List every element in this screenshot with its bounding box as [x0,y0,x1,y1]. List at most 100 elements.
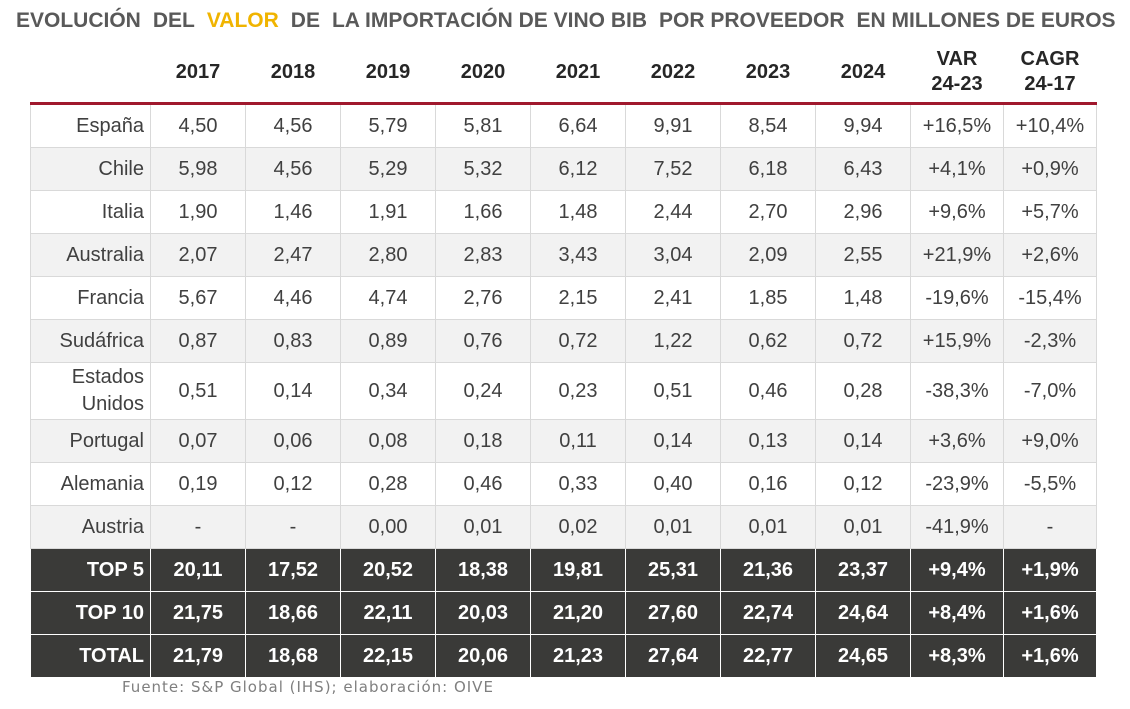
table-cell: +3,6% [910,419,1004,463]
table-cell: +9,4% [910,548,1004,592]
table-cell: 24,64 [815,591,911,635]
table-cell: 0,72 [530,319,626,363]
column-header-line: 24-23 [931,73,983,95]
row-label: TOP 5 [30,548,151,592]
column-header-line: 2023 [745,60,791,83]
table-cell: -23,9% [910,462,1004,506]
table-cell: 0,01 [625,505,721,549]
table-cell: 0,02 [530,505,626,549]
table-cell: - [150,505,246,549]
table-cell: -7,0% [1003,362,1097,420]
table-cell: 2,41 [625,276,721,320]
table-cell: 0,34 [340,362,436,420]
table-cell: +9,6% [910,190,1004,234]
table-cell: 21,75 [150,591,246,635]
table-cell: +16,5% [910,103,1004,148]
table-cell: 20,52 [340,548,436,592]
table-cell: - [1003,505,1097,549]
table-cell: +21,9% [910,233,1004,277]
column-header: CAGR 24-17 [1003,42,1097,105]
header-corner [30,42,151,105]
row-label: Alemania [30,462,151,506]
table-cell: +15,9% [910,319,1004,363]
table-cell: 4,50 [150,103,246,148]
table-cell: 4,46 [245,276,341,320]
table-cell: 18,66 [245,591,341,635]
title-part: EN MILLONES DE EUROS [856,9,1116,32]
table-cell: -19,6% [910,276,1004,320]
table-cell: 1,91 [340,190,436,234]
table-cell: +1,6% [1003,591,1097,635]
table-cell: 22,74 [720,591,816,635]
table-cell: 0,01 [720,505,816,549]
table-row: Italia 1,90 1,46 1,91 1,66 1,48 2,44 2,70 2,96 +9… [30,190,1097,234]
table-cell: 1,48 [530,190,626,234]
table-cell: +0,9% [1003,147,1097,191]
table-cell: 1,66 [435,190,531,234]
table-body: España 4,50 4,56 5,79 5,81 6,64 9,91 8,54 9,94 +1… [30,103,1097,678]
table-cell: 27,64 [625,634,721,678]
table-cell: 2,47 [245,233,341,277]
table-cell: 4,56 [245,103,341,148]
column-header: 2019 [340,42,436,105]
table-cell: 0,08 [340,419,436,463]
table-cell: 0,28 [340,462,436,506]
table-cell: 22,11 [340,591,436,635]
table-cell: +4,1% [910,147,1004,191]
table-cell: 0,07 [150,419,246,463]
table-cell: 0,18 [435,419,531,463]
table-cell: -2,3% [1003,319,1097,363]
table-cell: 0,01 [815,505,911,549]
table-cell: -15,4% [1003,276,1097,320]
column-header-line: VAR [936,48,978,70]
column-header: 2022 [625,42,721,105]
import-value-table: 2017 2018 2019 2020 2021 2022 2023 2024 VAR 24-23… [30,42,1097,678]
table-cell: +5,7% [1003,190,1097,234]
table-cell: 20,11 [150,548,246,592]
row-label: Chile [30,147,151,191]
column-header-line: 2022 [650,60,696,83]
row-label: Estados Unidos [30,362,151,420]
table-cell: 5,79 [340,103,436,148]
table-cell: 0,14 [245,362,341,420]
table-cell: 5,98 [150,147,246,191]
table-cell: 1,22 [625,319,721,363]
row-label: Italia [30,190,151,234]
table-cell: 21,79 [150,634,246,678]
table-cell: 5,81 [435,103,531,148]
title-part: LA IMPORTACIÓN DE VINO BIB [331,9,647,32]
table-cell: 0,24 [435,362,531,420]
table-cell: 0,28 [815,362,911,420]
table-cell: 1,90 [150,190,246,234]
table-cell: 0,06 [245,419,341,463]
table-cell: 0,51 [625,362,721,420]
table-cell: 21,36 [720,548,816,592]
table-cell: 27,60 [625,591,721,635]
row-label: Portugal [30,419,151,463]
table-row: Sudáfrica 0,87 0,83 0,89 0,76 0,72 1,22 0,62 0,7… [30,319,1097,363]
source-note: Fuente: S&P Global (IHS); elaboración: O… [122,678,494,696]
column-header-line: 2020 [460,60,506,83]
table-cell: 18,68 [245,634,341,678]
table-cell: 4,56 [245,147,341,191]
table-cell: -41,9% [910,505,1004,549]
table-cell: 0,51 [150,362,246,420]
row-label: Austria [30,505,151,549]
table-cell: +2,6% [1003,233,1097,277]
table-row: Chile 5,98 4,56 5,29 5,32 6,12 7,52 6,18 6,43 +4,… [30,147,1097,191]
column-header-line: 2019 [365,60,411,83]
row-label: Australia [30,233,151,277]
column-header: 2024 [815,42,911,105]
table-cell: 0,62 [720,319,816,363]
table-cell: 0,01 [435,505,531,549]
table-cell: 1,48 [815,276,911,320]
table-row: Francia 5,67 4,46 4,74 2,76 2,15 2,41 1,85 1,48-… [30,276,1097,320]
column-header-line: 2021 [555,60,601,83]
table-cell: 3,04 [625,233,721,277]
table-cell: +10,4% [1003,103,1097,148]
column-header-line: 24-17 [1024,73,1076,95]
table-cell: -38,3% [910,362,1004,420]
table-cell: 18,38 [435,548,531,592]
row-label: TOTAL [30,634,151,678]
table-cell: 0,14 [625,419,721,463]
